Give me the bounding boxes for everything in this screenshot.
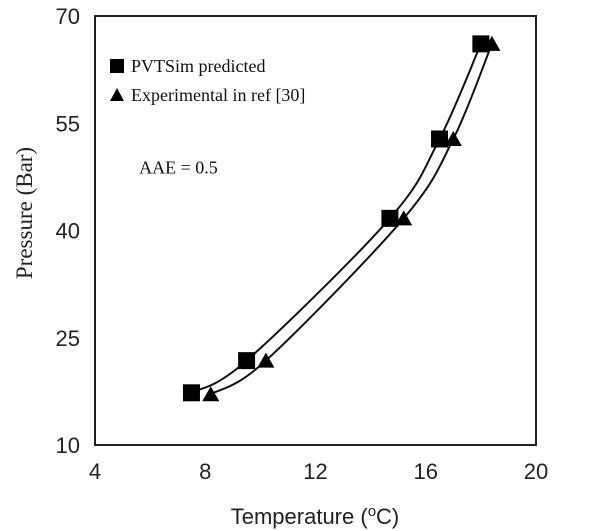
y-tick-label: 70 — [56, 4, 80, 29]
legend-label-pvtsim: PVTSim predicted — [131, 56, 265, 76]
legend-label-experimental: Experimental in ref [30] — [131, 85, 305, 105]
y-axis-title: Pressure (Bar) — [12, 147, 37, 279]
y-tick-labels: 10 25 40 55 70 — [56, 4, 80, 458]
x-tick-label: 4 — [89, 459, 101, 484]
triangle-marker — [444, 130, 462, 146]
legend-item-pvtsim: PVTSim predicted — [110, 56, 265, 76]
x-tick-labels: 4 8 12 16 20 — [89, 459, 548, 484]
square-marker — [238, 352, 256, 370]
triangle-marker — [483, 35, 501, 51]
x-tick-label: 12 — [303, 459, 327, 484]
triangle-marker — [202, 386, 220, 402]
x-tick-label: 8 — [199, 459, 211, 484]
aae-annotation: AAE = 0.5 — [139, 157, 218, 177]
legend-triangle-marker — [110, 88, 124, 101]
y-tick-label: 55 — [56, 111, 80, 136]
triangle-marker — [257, 352, 275, 368]
legend-square-marker — [110, 59, 124, 73]
y-tick-label: 10 — [56, 433, 80, 458]
square-marker — [381, 209, 399, 227]
legend: PVTSim predicted Experimental in ref [30… — [110, 56, 305, 105]
legend-item-experimental: Experimental in ref [30] — [110, 85, 305, 105]
x-axis-title: Temperature (oC) — [231, 503, 400, 529]
x-tick-label: 20 — [524, 459, 548, 484]
triangle-marker — [395, 210, 413, 226]
y-tick-label: 25 — [56, 326, 80, 351]
x-tick-label: 16 — [414, 459, 438, 484]
square-marker — [182, 384, 200, 402]
plot-frame — [94, 15, 537, 446]
y-tick-label: 40 — [56, 219, 80, 244]
data-markers — [182, 35, 501, 402]
square-marker — [431, 130, 449, 148]
